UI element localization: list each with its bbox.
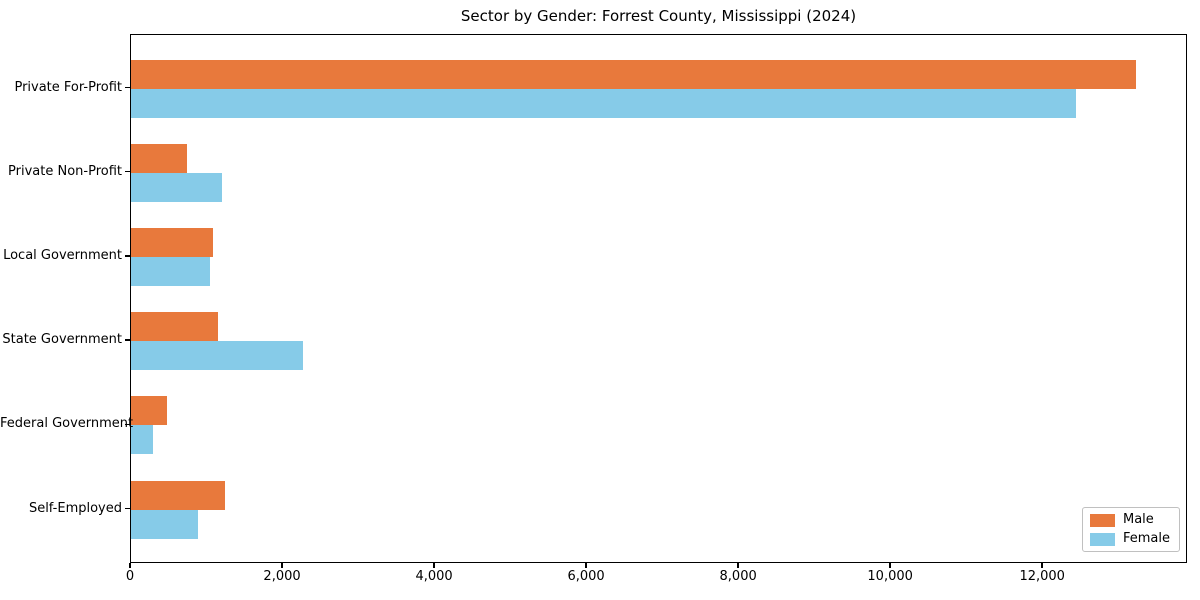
bar-male-state-government (131, 312, 219, 342)
x-tick-mark (1041, 563, 1043, 568)
bar-male-federal-government (131, 396, 168, 426)
bar-group-federal-government (131, 396, 1186, 455)
legend: Male Female (1081, 507, 1180, 552)
x-tick-label-10-000: 10,000 (867, 569, 913, 584)
x-tick-label-0: 0 (125, 569, 135, 584)
bar-female-private-for-profit (131, 88, 1076, 118)
legend-label-female: Female (1122, 531, 1170, 546)
y-tick-label-private-for-profit: Private For-Profit (14, 79, 122, 95)
x-tick-label-4-000: 4,000 (415, 569, 453, 584)
y-tick-mark (125, 423, 130, 425)
y-tick-mark (125, 507, 130, 510)
bar-male-private-non-profit (131, 143, 188, 173)
bar-female-self-employed (131, 509, 199, 539)
bar-group-self-employed (131, 480, 1186, 539)
y-tick-label-state-government: State Government (2, 332, 122, 348)
bar-group-private-for-profit (131, 59, 1186, 118)
legend-label-male: Male (1122, 512, 1154, 527)
legend-item-male: Male (1089, 512, 1170, 527)
x-tick-mark (129, 563, 131, 568)
y-tick-mark (125, 86, 130, 89)
bar-female-state-government (131, 341, 304, 371)
bar-group-local-government (131, 227, 1186, 286)
chart-title: Sector by Gender: Forrest County, Missis… (460, 7, 857, 25)
x-tick-mark (889, 563, 891, 568)
bar-male-local-government (131, 227, 213, 257)
legend-swatch-male (1089, 513, 1115, 527)
bar-female-federal-government (131, 425, 153, 455)
x-tick-label-12-000: 12,000 (1019, 569, 1065, 584)
x-tick-label-6-000: 6,000 (567, 569, 605, 584)
bar-group-private-non-profit (131, 143, 1186, 202)
y-tick-label-self-employed: Self-Employed (28, 500, 122, 516)
x-tick-label-2-000: 2,000 (263, 569, 301, 584)
bar-female-private-non-profit (131, 172, 223, 202)
y-tick-mark (125, 171, 130, 173)
bar-group-state-government (131, 312, 1186, 371)
bar-male-self-employed (131, 480, 226, 510)
bar-male-private-for-profit (131, 59, 1136, 89)
x-tick-mark (281, 563, 283, 568)
y-tick-mark (125, 339, 130, 341)
x-tick-mark (433, 563, 435, 568)
x-tick-mark (737, 563, 739, 568)
y-tick-label-federal-government: Federal Government (0, 416, 134, 432)
bar-female-local-government (131, 256, 210, 286)
y-tick-mark (125, 255, 130, 257)
y-tick-label-local-government: Local Government (3, 247, 122, 263)
legend-swatch-female (1089, 532, 1115, 546)
x-tick-mark (585, 563, 587, 568)
x-tick-label-8-000: 8,000 (719, 569, 757, 584)
plot-area: Male Female (130, 34, 1187, 563)
y-tick-label-private-non-profit: Private Non-Profit (8, 163, 122, 179)
legend-item-female: Female (1089, 531, 1170, 546)
